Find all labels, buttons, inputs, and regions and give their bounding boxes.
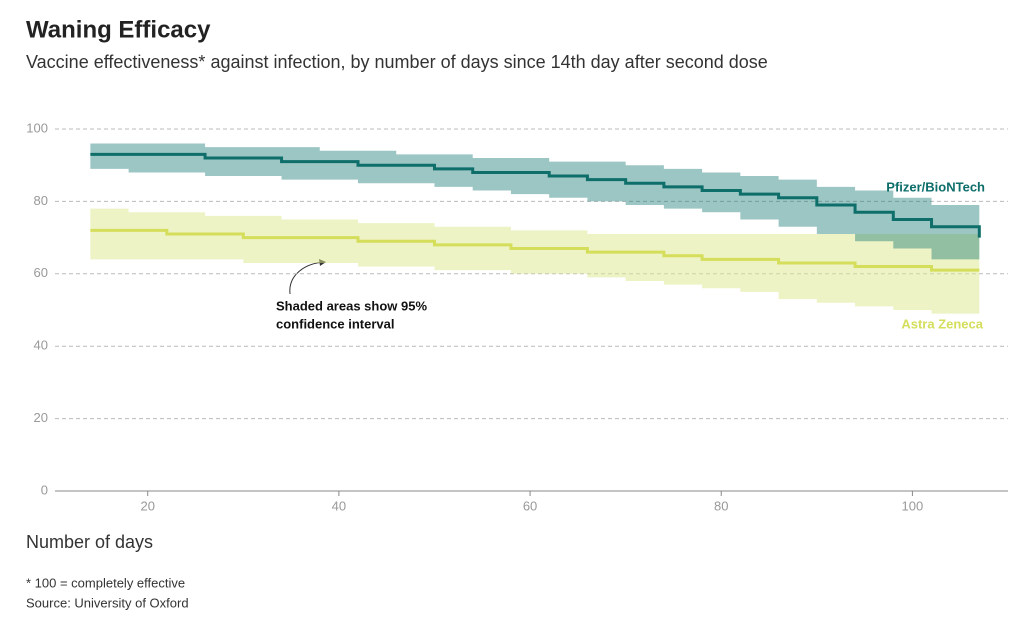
y-tick-label: 40 — [34, 338, 48, 353]
x-tick-label: 100 — [902, 498, 924, 513]
footnote: * 100 = completely effective — [26, 575, 185, 590]
annotation-arrow — [289, 261, 326, 295]
chart-subtitle: Vaccine effectiveness* against infection… — [26, 52, 768, 72]
series-label: Astra Zeneca — [901, 316, 983, 331]
series-label: Pfizer/BioNTech — [886, 179, 985, 194]
y-tick-label: 0 — [41, 482, 48, 497]
x-axis-label: Number of days — [26, 532, 153, 552]
y-tick-label: 20 — [34, 410, 48, 425]
x-tick-label: 80 — [714, 498, 728, 513]
annotation: confidence interval — [276, 316, 394, 331]
x-tick-label: 20 — [140, 498, 154, 513]
x-tick-label: 40 — [332, 498, 346, 513]
y-tick-label: 80 — [34, 193, 48, 208]
series-line — [90, 228, 980, 272]
confidence-band — [90, 208, 980, 318]
annotation: Shaded areas show 95% — [276, 298, 427, 313]
y-tick-label: 60 — [34, 265, 48, 280]
x-tick-label: 60 — [523, 498, 537, 513]
series-line — [90, 152, 981, 238]
confidence-band — [90, 143, 980, 271]
y-tick-label: 100 — [26, 120, 48, 135]
source: Source: University of Oxford — [26, 595, 189, 610]
chart-title: Waning Efficacy — [26, 16, 211, 43]
